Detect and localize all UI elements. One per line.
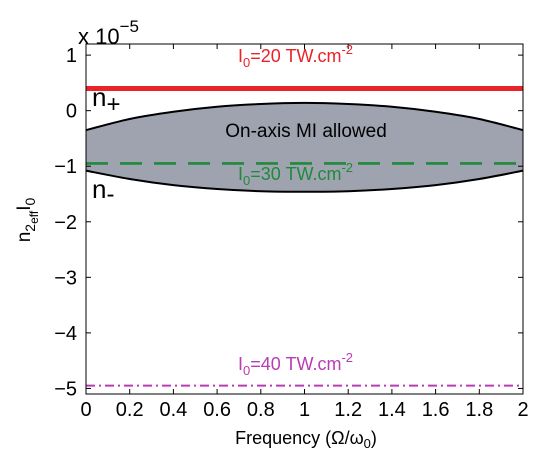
x-tick-label: 1.2 xyxy=(334,399,362,421)
y-tick-label: −4 xyxy=(54,323,77,345)
x-tick-label: 1.6 xyxy=(422,399,450,421)
annotation-i30: I0=30 TW.cm-2 xyxy=(238,160,353,188)
y-tick-label: 1 xyxy=(66,45,77,67)
x-axis-label: Frequency (Ω/ω0) xyxy=(235,428,377,451)
y-multiplier-exp: −5 xyxy=(120,17,139,36)
annotation-i20: I0=20 TW.cm-2 xyxy=(238,42,353,70)
annotation-i40: I0=40 TW.cm-2 xyxy=(238,350,353,378)
annotation-mi-allowed: On-axis MI allowed xyxy=(225,121,387,142)
series-n-plus xyxy=(85,101,524,132)
axes-layer: 0 0.2 0.4 0.6 0.8 1 1.2 1.4 1.6 1.8 2 1 0 −1 −2 −3 −4 −5 xyxy=(54,43,529,421)
plot-frame xyxy=(85,43,524,395)
series-n-minus xyxy=(85,169,524,193)
y-multiplier: x 10−5 xyxy=(78,17,139,49)
x-tick-label: 1.8 xyxy=(465,399,493,421)
series-layer xyxy=(85,85,524,387)
y-tick-label: −2 xyxy=(54,212,77,234)
y-tick-label: −5 xyxy=(54,378,77,400)
plot-area xyxy=(86,102,523,192)
x-tick-label: 0.8 xyxy=(247,399,275,421)
x-tick-label: 1 xyxy=(299,399,310,421)
x-tick-label: 0.2 xyxy=(116,399,144,421)
x-tick-label: 1.4 xyxy=(378,399,406,421)
y-multiplier-base: x 10 xyxy=(78,24,120,49)
y-tick-label: −1 xyxy=(54,156,77,178)
mi-allowed-region xyxy=(86,102,523,192)
x-tick-label: 0.4 xyxy=(159,399,187,421)
x-tick-label: 2 xyxy=(517,399,528,421)
x-tick-label: 0 xyxy=(80,399,91,421)
annotation-n-minus: n- xyxy=(92,174,114,208)
y-tick-label: 0 xyxy=(66,101,77,123)
y-tick-label: −3 xyxy=(54,267,77,289)
y-axis-label: n2effI0 xyxy=(14,198,41,243)
x-tick-label: 0.6 xyxy=(203,399,231,421)
annotation-n-plus: n+ xyxy=(92,82,120,118)
